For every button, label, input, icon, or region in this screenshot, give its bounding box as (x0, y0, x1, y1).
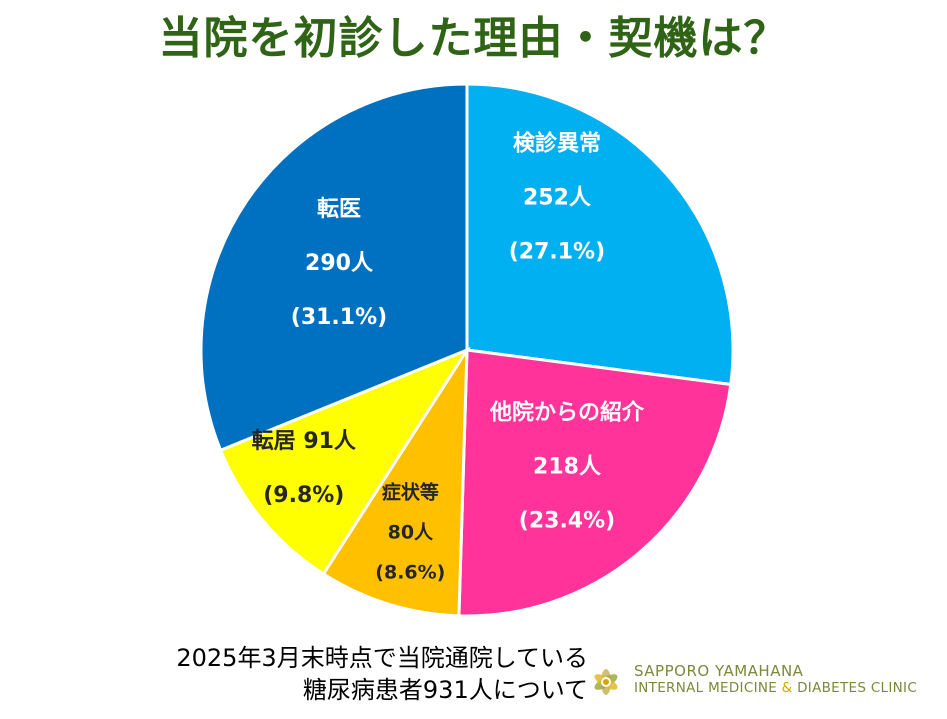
pie-slice-5 (199, 82, 469, 453)
pie-label-2-pct-label: (23.4%) (519, 508, 615, 533)
logo-line-1: SAPPORO YAMAHANA (634, 662, 804, 680)
pie-label-3-pct-label: (8.6%) (375, 561, 445, 583)
pie-label-4-name-count: 転居 91人 (252, 428, 356, 454)
pie-label-4: 転居 91人 (9.8%) (252, 428, 356, 508)
pie-label-3: 症状等 80人 (8.6%) (375, 480, 445, 583)
pie-label-1-count-label: 252人 (523, 185, 591, 210)
logo-line-2-a: INTERNAL MEDICINE (634, 680, 782, 696)
logo-line-2-b: DIABETES CLINIC (792, 680, 918, 696)
pie-slices (199, 82, 735, 618)
pie-label-2: 他院からの紹介 218人 (23.4%) (489, 399, 645, 533)
clinic-logo: SAPPORO YAMAHANA INTERNAL MEDICINE & DIA… (582, 654, 942, 710)
flower-logo-icon (594, 669, 618, 695)
footnote: 2025年3月末時点で当院通院している 糖尿病患者931人について (28, 642, 588, 706)
pie-label-1-name: 検診異常 (513, 130, 601, 156)
pie-label-3-name: 症状等 (382, 480, 439, 503)
pie-label-2-count-label: 218人 (533, 454, 601, 479)
pie-label-5-name: 転医 (317, 196, 361, 222)
logo-ampersand: & (781, 680, 793, 696)
pie-label-2-name: 他院からの紹介 (489, 399, 645, 425)
pie-label-5-count-label: 290人 (305, 251, 373, 276)
logo-line-2: INTERNAL MEDICINE & DIABETES CLINIC (634, 680, 917, 696)
pie-slice-3 (321, 344, 469, 618)
pie-label-4-pct-label: (9.8%) (263, 483, 344, 508)
page-title: 当院を初診した理由・契機は？ (158, 13, 789, 64)
pie-label-5: 転医 290人 (31.1%) (291, 196, 387, 330)
pie-label-1: 検診異常 252人 (27.1%) (509, 130, 605, 264)
footnote-line-2: 糖尿病患者931人について (302, 676, 588, 704)
pie-label-5-pct-label: (31.1%) (291, 305, 387, 330)
pie-labels: 検診異常 252人 (27.1%) 他院からの紹介 218人 (23.4%) 症状等 80人 (… (252, 130, 645, 583)
footnote-line-1: 2025年3月末時点で当院通院している (176, 644, 588, 672)
pie-slice-2 (457, 348, 733, 618)
pie-label-3-count-label: 80人 (388, 521, 434, 543)
pie-slice-1 (465, 82, 735, 387)
pie-label-1-pct-label: (27.1%) (509, 239, 605, 264)
pie-slice-4 (218, 346, 471, 576)
